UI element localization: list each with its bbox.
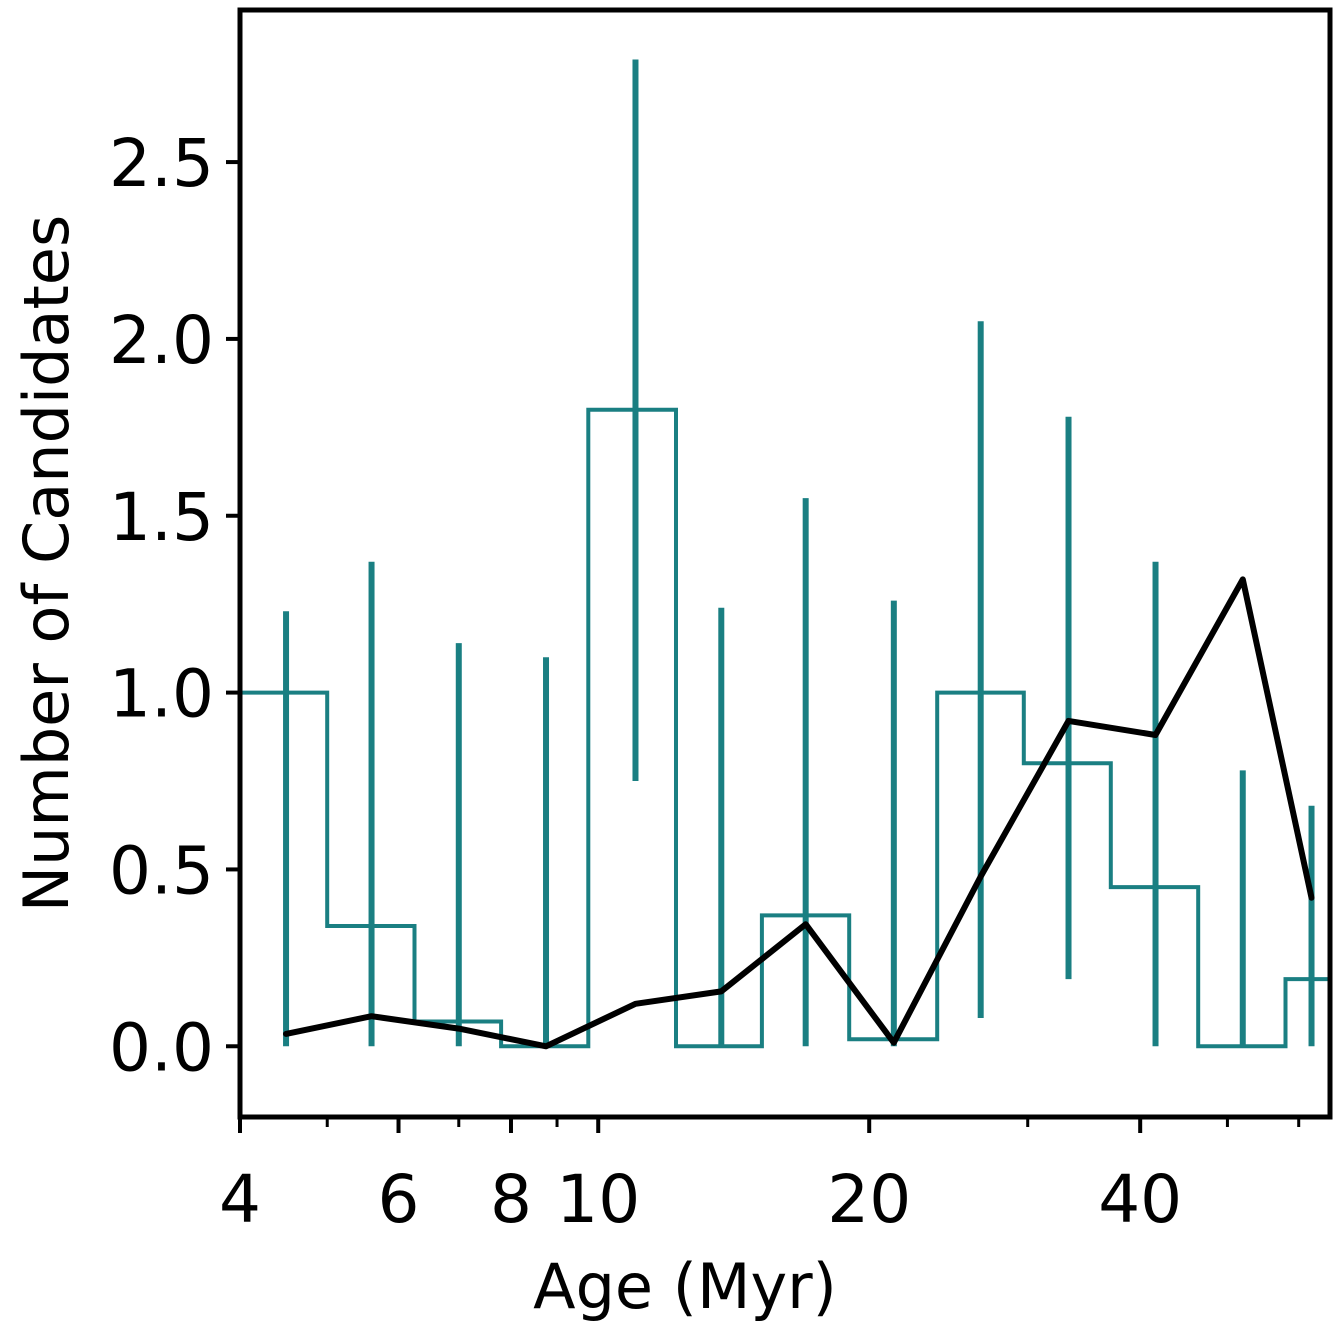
x-tick-label: 8 [490,1161,532,1238]
x-tick-label: 10 [556,1161,640,1238]
y-axis: 0.0 0.5 1.0 1.5 2.0 2.5 [109,125,240,1086]
x-axis: 4 6 8 10 20 40 [219,1117,1301,1238]
y-tick-label: 1.0 [109,656,214,733]
plot-content [240,59,1330,1050]
y-tick-label: 0.5 [109,832,214,909]
y-axis-label: Number of Candidates [10,215,83,913]
x-tick-label: 4 [219,1161,261,1238]
y-tick-label: 2.5 [109,125,214,202]
plot-frame [237,7,1333,1120]
x-axis-label: Age (Myr) [533,1250,837,1323]
x-tick-label: 20 [827,1161,911,1238]
y-tick-label: 2.0 [109,302,214,379]
histogram-steps [240,407,1330,1049]
series-line [283,576,1315,1050]
y-tick-label: 0.0 [109,1009,214,1086]
x-tick-label: 6 [378,1161,420,1238]
x-tick-label: 40 [1098,1161,1182,1238]
y-tick-label: 1.5 [109,479,214,556]
